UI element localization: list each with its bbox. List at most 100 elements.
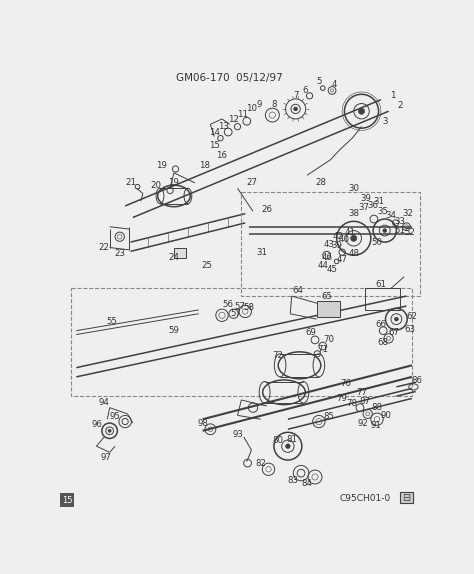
Text: 65: 65: [321, 292, 332, 301]
Text: 57: 57: [234, 301, 246, 311]
Text: 57: 57: [230, 309, 241, 318]
Text: 70: 70: [323, 335, 335, 344]
Text: 40: 40: [339, 235, 350, 245]
Text: 80: 80: [272, 436, 283, 444]
Text: 79: 79: [337, 394, 347, 403]
Text: 13: 13: [218, 122, 229, 131]
Text: 12: 12: [228, 115, 239, 124]
Text: 10: 10: [246, 104, 257, 114]
Circle shape: [358, 108, 365, 114]
Text: 66: 66: [375, 320, 386, 329]
Bar: [317, 301, 340, 317]
Text: 61: 61: [375, 280, 386, 289]
Text: 32: 32: [402, 209, 413, 218]
Text: 19: 19: [169, 179, 179, 187]
Text: 15: 15: [209, 141, 220, 150]
Text: 21: 21: [126, 179, 137, 187]
Text: ⊟: ⊟: [402, 492, 410, 503]
Text: 7: 7: [293, 91, 298, 100]
Text: GM06-170  05/12/97: GM06-170 05/12/97: [176, 73, 283, 83]
Text: 15: 15: [62, 495, 72, 505]
Text: 39: 39: [331, 242, 342, 250]
Text: 26: 26: [262, 205, 273, 214]
Text: 90: 90: [381, 411, 392, 420]
Text: 85: 85: [323, 413, 335, 421]
Text: 46: 46: [321, 253, 332, 262]
Text: 98: 98: [197, 418, 208, 428]
Text: 42: 42: [333, 232, 344, 241]
Text: 64: 64: [292, 286, 303, 295]
Text: 56: 56: [223, 300, 234, 309]
Text: 94: 94: [99, 398, 109, 407]
Text: 35: 35: [378, 207, 389, 216]
Text: 5: 5: [316, 77, 322, 87]
Bar: [174, 247, 186, 258]
Text: 31: 31: [374, 197, 385, 206]
Text: 63: 63: [404, 325, 415, 333]
Text: 25: 25: [201, 261, 212, 270]
Text: 24: 24: [168, 253, 180, 262]
Text: 58: 58: [244, 303, 255, 312]
Text: 50: 50: [372, 238, 383, 247]
Text: 82: 82: [255, 459, 266, 468]
Text: 81: 81: [286, 435, 297, 444]
Text: 37: 37: [358, 203, 369, 212]
Text: 3: 3: [382, 117, 388, 126]
Text: 6: 6: [302, 86, 308, 95]
Text: 9: 9: [256, 100, 262, 109]
Text: 16: 16: [217, 150, 228, 160]
Text: 76: 76: [340, 378, 352, 387]
Text: 44: 44: [317, 261, 328, 270]
Text: 95: 95: [109, 413, 120, 421]
Text: 2: 2: [398, 102, 403, 110]
Text: 87: 87: [360, 397, 371, 406]
Text: 4: 4: [332, 80, 337, 89]
Text: 22: 22: [99, 243, 109, 252]
Text: 69: 69: [306, 328, 317, 337]
Text: 84: 84: [302, 479, 313, 488]
Text: 34: 34: [385, 211, 396, 220]
Text: 83: 83: [288, 476, 299, 486]
Circle shape: [294, 107, 298, 111]
Text: 88: 88: [372, 403, 383, 412]
Text: 72: 72: [272, 351, 283, 360]
Text: 91: 91: [370, 421, 381, 430]
Text: 45: 45: [327, 265, 337, 274]
Text: 77: 77: [356, 388, 367, 397]
Text: 33: 33: [395, 217, 406, 226]
Text: 19: 19: [156, 161, 167, 170]
Text: 92: 92: [357, 418, 368, 428]
Text: 11: 11: [237, 110, 248, 119]
Text: 62: 62: [406, 312, 418, 321]
Bar: [241, 192, 419, 296]
Bar: [365, 288, 400, 310]
Text: 30: 30: [348, 184, 359, 193]
Text: 47: 47: [337, 255, 347, 265]
Text: 28: 28: [316, 179, 327, 187]
Text: 97: 97: [100, 453, 111, 462]
Text: 52: 52: [404, 228, 415, 236]
Circle shape: [351, 235, 357, 241]
Text: 86: 86: [412, 376, 423, 385]
Text: 67: 67: [389, 328, 400, 337]
Bar: [71, 288, 412, 396]
Circle shape: [108, 429, 111, 432]
Text: 23: 23: [114, 249, 125, 258]
Text: 1: 1: [390, 91, 395, 100]
Text: C95CH01-0: C95CH01-0: [340, 494, 391, 503]
Text: 36: 36: [368, 201, 379, 211]
Circle shape: [285, 444, 290, 448]
Text: 68: 68: [378, 338, 389, 347]
Text: 8: 8: [271, 100, 277, 109]
Text: 51: 51: [395, 226, 406, 235]
Text: 31: 31: [257, 247, 268, 257]
Text: 43: 43: [323, 240, 335, 249]
Text: 18: 18: [200, 161, 210, 170]
Text: 48: 48: [348, 249, 359, 258]
Text: 39: 39: [360, 194, 371, 203]
Text: 59: 59: [169, 326, 179, 335]
Text: 55: 55: [107, 317, 118, 326]
Text: 96: 96: [91, 420, 102, 429]
Text: 78: 78: [346, 400, 358, 408]
Text: 27: 27: [246, 179, 257, 187]
